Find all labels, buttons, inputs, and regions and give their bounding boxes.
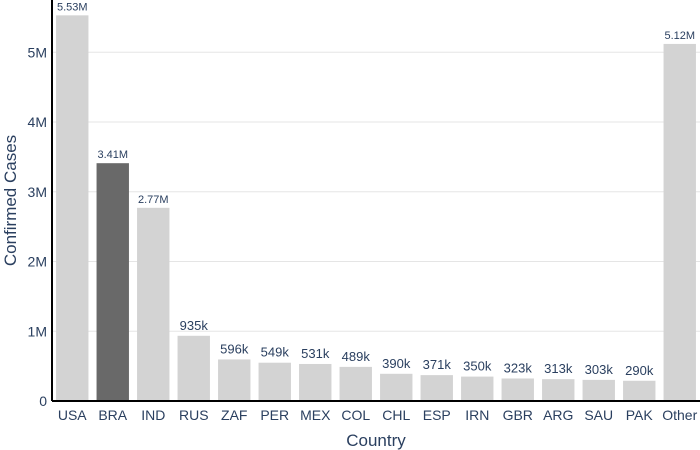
data-labels: 5.53M 3.41M 2.77M 935k 596k 549k 531k 489k 390k 3…	[57, 1, 695, 377]
y-tick-label: 1M	[28, 323, 47, 339]
y-axis-ticks: 0 1M 2M 3M 4M 5M	[28, 44, 48, 409]
data-label-sau: 303k	[585, 362, 614, 377]
bar-bra	[96, 163, 129, 401]
data-label-irn: 350k	[463, 359, 492, 374]
bar-arg	[542, 379, 575, 401]
x-tick-label: CHL	[382, 407, 410, 423]
x-axis-ticks: USA BRA IND RUS ZAF PER MEX COL CHL ESP IRN GBR ARG S…	[58, 407, 698, 423]
bar-zaf	[218, 359, 251, 401]
bar-col	[339, 366, 372, 401]
bar-usa	[56, 15, 89, 401]
y-axis-title: Confirmed Cases	[1, 135, 20, 266]
x-tick-label: USA	[58, 407, 87, 423]
y-tick-label: 2M	[28, 254, 47, 270]
bar-ind	[137, 207, 170, 401]
bar-chl	[380, 373, 413, 401]
y-tick-label: 3M	[28, 184, 47, 200]
data-label-usa: 5.53M	[57, 1, 88, 13]
x-tick-label: MEX	[300, 407, 331, 423]
x-tick-label: IND	[141, 407, 165, 423]
bar-esp	[420, 375, 453, 401]
x-tick-label: ARG	[543, 407, 573, 423]
y-tick-label: 5M	[28, 44, 47, 60]
data-label-bra: 3.41M	[97, 149, 128, 161]
x-tick-label: RUS	[179, 407, 209, 423]
x-tick-label: COL	[341, 407, 370, 423]
bar-gbr	[501, 378, 534, 401]
bars	[56, 15, 696, 401]
data-label-pak: 290k	[625, 363, 654, 378]
x-tick-label: PER	[260, 407, 289, 423]
bar-per	[258, 362, 291, 401]
data-label-esp: 371k	[423, 357, 452, 372]
x-tick-label: SAU	[584, 407, 613, 423]
axes	[51, 0, 700, 402]
data-label-arg: 313k	[544, 361, 573, 376]
x-tick-label: ZAF	[221, 407, 247, 423]
y-tick-label: 4M	[28, 114, 47, 130]
data-label-other: 5.12M	[664, 30, 695, 42]
bar-pak	[623, 380, 656, 401]
bar-irn	[461, 376, 494, 401]
x-axis-title: Country	[346, 431, 406, 450]
data-label-rus: 935k	[180, 318, 209, 333]
y-tick-label: 0	[39, 393, 47, 409]
data-label-mex: 531k	[301, 346, 330, 361]
x-tick-label: IRN	[465, 407, 489, 423]
x-tick-label: BRA	[98, 407, 127, 423]
data-label-chl: 390k	[382, 356, 411, 371]
data-label-gbr: 323k	[504, 360, 533, 375]
bar-mex	[299, 363, 332, 401]
bar-rus	[177, 335, 210, 401]
data-label-col: 489k	[342, 349, 371, 364]
bar-other	[663, 43, 696, 401]
x-tick-label: PAK	[626, 407, 654, 423]
data-label-per: 549k	[261, 345, 290, 360]
bar-sau	[582, 379, 615, 401]
x-tick-label: ESP	[423, 407, 451, 423]
x-tick-label: Other	[662, 407, 697, 423]
data-label-zaf: 596k	[220, 341, 249, 356]
x-tick-label: GBR	[503, 407, 533, 423]
data-label-ind: 2.77M	[138, 194, 169, 206]
